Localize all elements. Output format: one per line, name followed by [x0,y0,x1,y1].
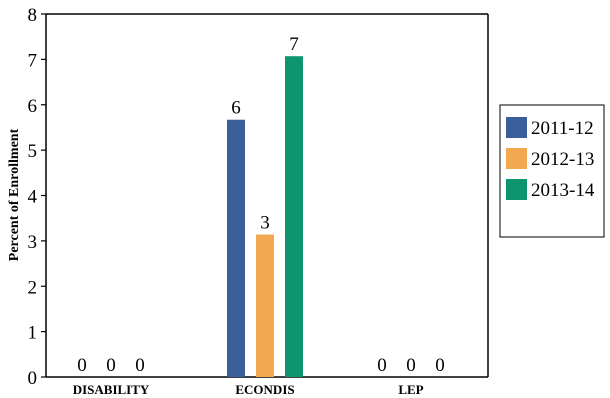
x-axis-ticks: DISABILITY ECONDIS LEP [73,382,424,397]
data-label: 0 [435,355,445,376]
legend-label: 2011-12 [531,118,594,139]
legend-swatch-2012-13 [506,148,527,169]
legend-swatch-2011-12 [506,117,527,138]
y-axis-ticks: 0 1 2 3 4 5 6 7 8 [28,5,46,389]
x-tick-label: ECONDIS [235,382,294,397]
data-label: 6 [231,98,241,119]
data-label: 0 [406,355,416,376]
y-tick-label: 8 [28,5,38,26]
data-label: 3 [260,213,270,234]
x-tick-label: LEP [398,382,423,397]
x-tick-label: DISABILITY [73,382,150,397]
legend-label: 2013-14 [531,180,595,201]
y-axis-label: Percent of Enrollment [7,128,22,261]
data-label: 0 [77,355,87,376]
y-tick-label: 7 [28,50,38,71]
y-tick-label: 5 [28,141,38,162]
data-label: 0 [377,355,387,376]
y-tick-label: 3 [28,232,38,253]
bar-econdis-2011-12 [227,119,245,377]
legend-swatch-2013-14 [506,179,527,200]
bar-econdis-2012-13 [256,234,274,377]
bars [227,56,303,377]
y-tick-label: 0 [28,368,38,389]
bar-econdis-2013-14 [285,56,303,377]
data-label: 0 [135,355,145,376]
data-label: 7 [289,34,299,55]
y-tick-label: 1 [28,323,38,344]
legend: 2011-12 2012-13 2013-14 [499,104,605,238]
y-tick-label: 2 [28,277,38,298]
data-label: 0 [106,355,116,376]
y-tick-label: 6 [28,96,38,117]
legend-label: 2012-13 [531,149,594,170]
y-tick-label: 4 [28,187,38,208]
